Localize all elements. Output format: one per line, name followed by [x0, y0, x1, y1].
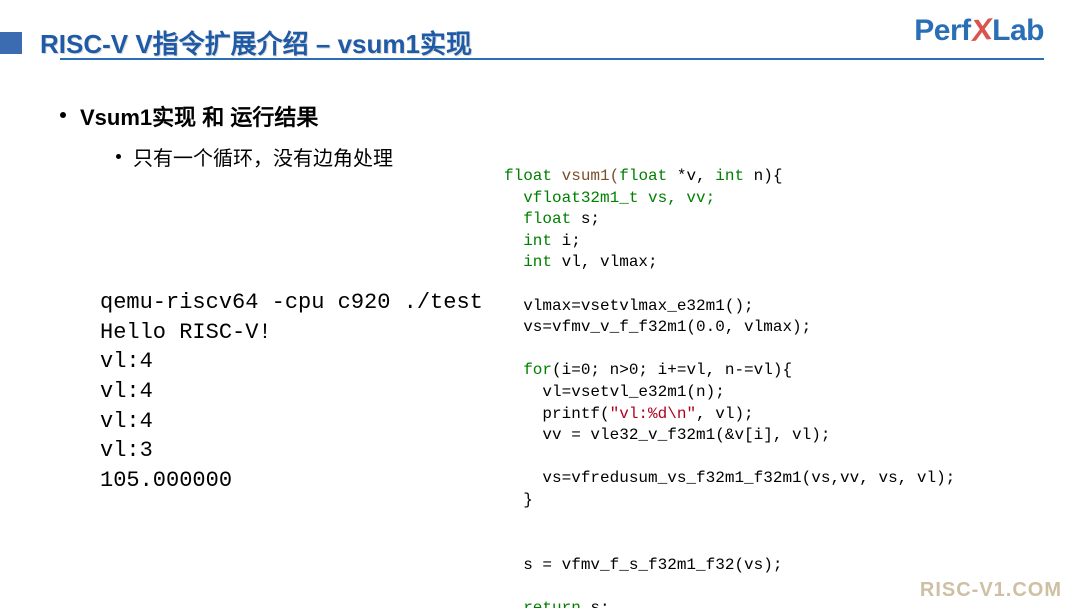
code-text: i; [552, 232, 581, 250]
code-text: s; [571, 210, 600, 228]
code-blank [504, 275, 514, 293]
code-keyword: float [619, 167, 667, 185]
code-text: *v, [667, 167, 715, 185]
logo: PerfXLab [914, 14, 1044, 48]
code-text: vl=vsetvl_e32m1(n); [504, 383, 725, 401]
terminal-output: qemu-riscv64 -cpu c920 ./test Hello RISC… [100, 288, 483, 496]
page-title: RISC-V V指令扩展介绍 – vsum1实现 [40, 24, 472, 61]
sub-bullet-1-text: 只有一个循环，没有边角处理 [133, 142, 393, 171]
code-blank [504, 577, 514, 595]
code-text [504, 210, 523, 228]
bullet-dot-icon [116, 154, 121, 159]
bullet-1-text: Vsum1实现 和 运行结果 [80, 100, 318, 132]
terminal-line: Hello RISC-V! [100, 320, 272, 345]
code-fn: vsum1( [552, 167, 619, 185]
code-keyword: int [523, 253, 552, 271]
terminal-line: vl:4 [100, 379, 153, 404]
code-text: vv = vle32_v_f32m1(&v[i], vl); [504, 426, 830, 444]
slide: RISC-V V指令扩展介绍 – vsum1实现 PerfXLab Vsum1实… [0, 0, 1080, 608]
terminal-line: 105.000000 [100, 468, 232, 493]
code-text [504, 361, 523, 379]
title-accent-box [0, 32, 22, 54]
code-blank [504, 340, 514, 358]
code-text: vs=vfredusum_vs_f32m1_f32m1(vs,vv, vs, v… [504, 469, 955, 487]
code-text: n){ [744, 167, 782, 185]
bullet-1: Vsum1实现 和 运行结果 [60, 100, 1040, 132]
code-blank [504, 448, 514, 466]
code-text: s = vfmv_f_s_f32m1_f32(vs); [504, 556, 782, 574]
code-text [504, 232, 523, 250]
code-keyword: return [523, 599, 581, 608]
terminal-line: vl:4 [100, 409, 153, 434]
terminal-line: vl:3 [100, 438, 153, 463]
terminal-line: qemu-riscv64 -cpu c920 ./test [100, 290, 483, 315]
code-keyword: float [504, 167, 552, 185]
code-keyword: float [523, 210, 571, 228]
code-text: vfloat32m1_t vs, vv; [504, 189, 715, 207]
code-text: printf( [504, 405, 610, 423]
watermark: RISC-V1.COM [920, 579, 1062, 602]
logo-perf: Perf [914, 14, 970, 47]
code-text [504, 253, 523, 271]
code-keyword: int [523, 232, 552, 250]
code-string: "vl:%d\n" [610, 405, 696, 423]
code-text: vlmax=vsetvlmax_e32m1(); [504, 297, 754, 315]
code-text: vl, vlmax; [552, 253, 658, 271]
logo-x: X [969, 13, 993, 49]
code-text: vs=vfmv_v_f_f32m1(0.0, vlmax); [504, 318, 811, 336]
terminal-line: vl:4 [100, 349, 153, 374]
code-keyword: for [523, 361, 552, 379]
title-underline [40, 58, 1044, 60]
code-text: s; [581, 599, 610, 608]
code-keyword: int [715, 167, 744, 185]
bullet-dot-icon [60, 112, 66, 118]
code-text: (i=0; n>0; i+=vl, n-=vl){ [552, 361, 792, 379]
code-blank [504, 534, 514, 552]
code-text: , vl); [696, 405, 754, 423]
code-text: } [504, 491, 533, 509]
code-block: float vsum1(float *v, int n){ vfloat32m1… [504, 166, 1044, 608]
code-text [504, 599, 523, 608]
logo-lab: Lab [992, 14, 1044, 47]
title-bar: RISC-V V指令扩展介绍 – vsum1实现 [0, 24, 472, 61]
code-blank [504, 513, 514, 531]
